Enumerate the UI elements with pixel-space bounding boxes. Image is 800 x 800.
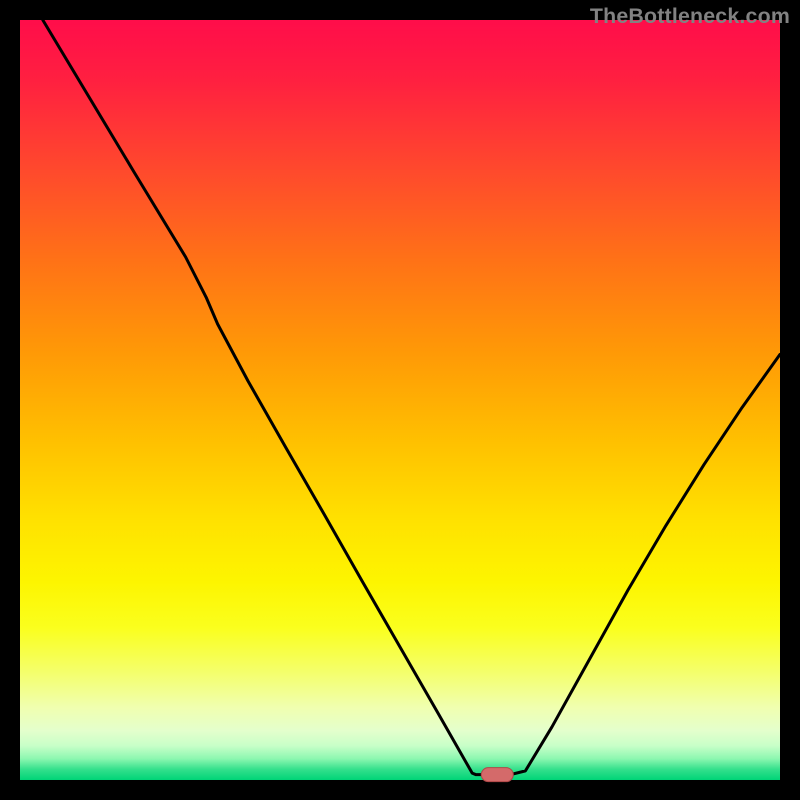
optimal-marker [481, 768, 513, 782]
bottleneck-chart [0, 0, 800, 800]
watermark-text: TheBottleneck.com [590, 4, 790, 29]
chart-frame: TheBottleneck.com [0, 0, 800, 800]
plot-background [20, 20, 780, 780]
